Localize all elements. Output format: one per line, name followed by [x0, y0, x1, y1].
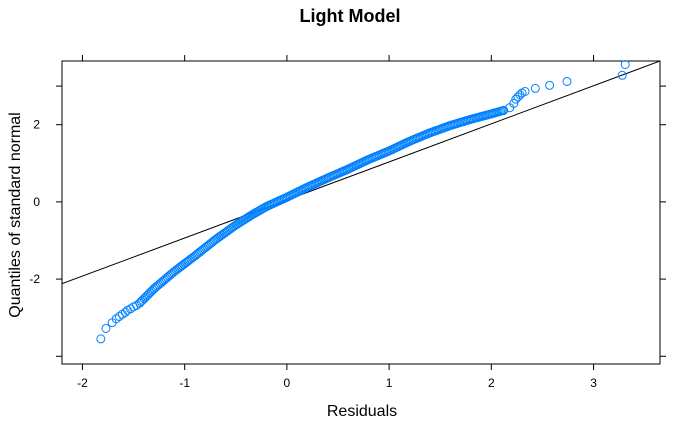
reference-line: [62, 61, 660, 285]
plot-layer: -2 -1 0 1 2 3 -2 0 2: [29, 55, 666, 390]
plot-frame: [61, 60, 661, 365]
y-tick-label: -2: [29, 272, 40, 286]
data-point: [617, 70, 627, 80]
data-point: [96, 334, 106, 344]
x-tick-label: -1: [179, 376, 190, 390]
data-point: [520, 86, 530, 96]
data-point: [114, 312, 124, 322]
data-point: [499, 105, 509, 115]
data-point: [545, 80, 555, 90]
x-tick-label: 3: [590, 376, 597, 390]
data-point: [562, 76, 572, 86]
data-point: [111, 314, 121, 324]
data-point: [530, 83, 540, 93]
data-point: [509, 98, 519, 108]
x-tick-label: -2: [77, 376, 88, 390]
chart-title: Light Model: [300, 6, 401, 26]
data-point: [620, 59, 630, 69]
y-axis-label: Quantiles of standard normal: [7, 112, 24, 317]
y-tick-label: 2: [33, 118, 40, 132]
x-tick-label: 0: [284, 376, 291, 390]
x-tick-label: 1: [386, 376, 393, 390]
data-point: [101, 323, 111, 333]
x-axis-label: Residuals: [327, 403, 397, 420]
y-tick-label: 0: [33, 195, 40, 209]
x-tick-label: 2: [488, 376, 495, 390]
